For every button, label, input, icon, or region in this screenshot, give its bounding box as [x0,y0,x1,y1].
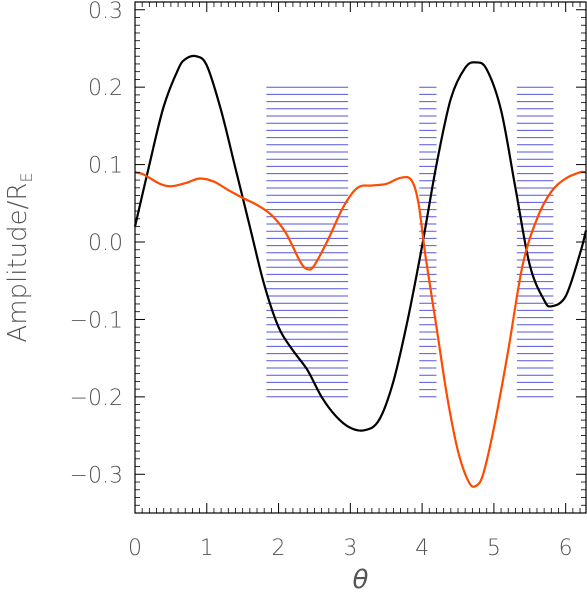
y-axis-title-subscript: E [17,172,36,182]
x-tick-label: 3 [343,536,357,561]
x-tick-label: 0 [128,536,142,561]
y-axis-title-main: Amplitude/R [3,183,33,343]
x-axis-title: θ [353,565,369,595]
y-axis-title: Amplitude/RE [3,172,36,342]
series-line-1 [133,54,587,432]
y-tick-label: 0.3 [88,0,123,24]
series-line-2 [134,170,587,488]
hatch-band-3 [516,86,554,398]
y-tick-label: 0.2 [88,76,123,101]
hatch-band-2 [419,86,437,398]
hatch-band-1 [266,86,349,398]
y-tick-label: −0.2 [70,386,123,411]
y-tick-label: 0.0 [88,231,123,256]
axis-ticks [134,2,586,513]
plot-frame [134,1,587,514]
x-tick-label: 6 [559,536,573,561]
x-tick-label: 4 [415,536,429,561]
x-tick-label: 5 [487,536,501,561]
hatch-bands [266,86,554,398]
y-tick-label: −0.3 [70,463,123,488]
y-tick-label: 0.1 [88,154,123,179]
x-tick-label: 1 [200,536,214,561]
y-tick-labels: −0.3 −0.2 −0.1 0.0 0.1 0.2 0.3 [70,0,123,488]
series-lines [133,54,587,488]
x-tick-label: 2 [272,536,286,561]
y-tick-label: −0.1 [70,308,123,333]
x-tick-labels: 0 1 2 3 4 5 6 [128,536,573,561]
